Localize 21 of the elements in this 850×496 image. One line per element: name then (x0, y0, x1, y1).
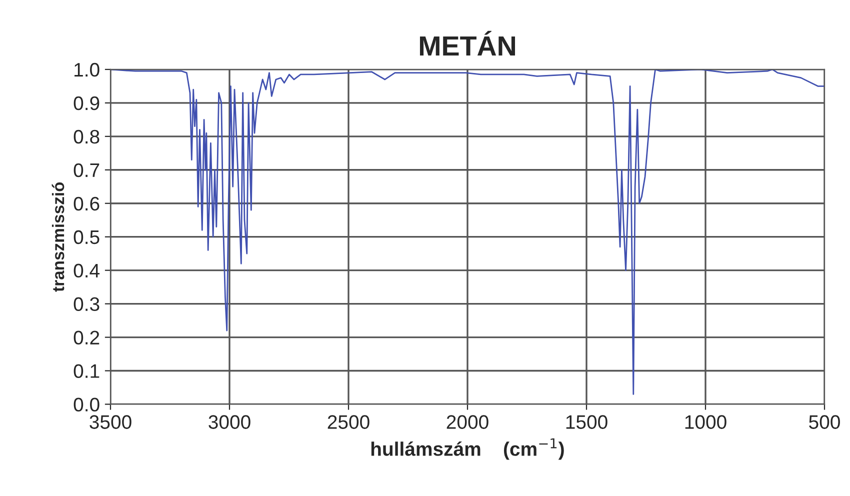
x-tick-label: 2500 (328, 415, 370, 429)
x-tick-label: 500 (809, 415, 840, 429)
y-tick-label: 0.3 (74, 297, 100, 312)
y-tick-label: 1.0 (74, 62, 100, 77)
x-tick-label: 1000 (685, 415, 726, 429)
y-tick-label: 0.1 (74, 364, 100, 378)
x-tick-label: 2000 (446, 415, 488, 429)
y-tick-label: 0.6 (74, 196, 100, 211)
y-tick-label: 0.7 (74, 163, 100, 178)
y-tick-label: 0.0 (74, 398, 100, 412)
y-tick-label: 0.9 (74, 96, 100, 110)
x-tick-label: 3500 (90, 415, 132, 429)
y-axis-title: transzmisszió (52, 182, 64, 292)
y-tick-label: 0.5 (74, 230, 100, 244)
x-tick-label: 1500 (566, 415, 608, 429)
y-tick-label: 0.4 (74, 264, 100, 278)
y-tick-label: 0.2 (74, 330, 100, 345)
chart-title: METÁN (420, 30, 516, 56)
y-tick-label: 0.8 (74, 130, 100, 144)
x-tick-label: 3000 (208, 415, 250, 429)
x-axis-title: hullámszám (cm$^{−1}$) (371, 438, 564, 460)
